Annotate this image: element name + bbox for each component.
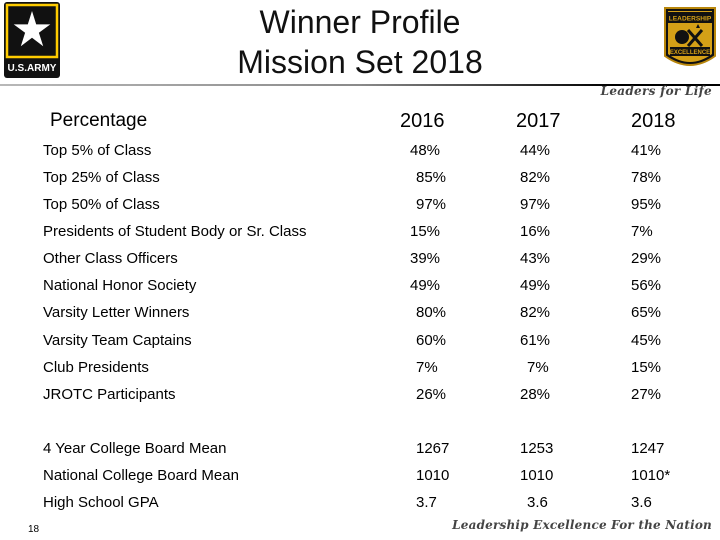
cell-2016: 26% — [416, 386, 447, 403]
row-label: Top 25% of Class — [43, 169, 160, 186]
cell-2016: 49% — [410, 277, 441, 294]
cell-2017: 97% — [520, 196, 551, 213]
cell-2018: 1010* — [631, 467, 671, 484]
cell-2018: 56% — [631, 277, 662, 294]
cell-2017: 16% — [520, 223, 551, 240]
row-label: Presidents of Student Body or Sr. Class — [43, 223, 307, 240]
cell-2018: 3.6 — [631, 494, 652, 511]
rotc-logo-bottom-text: EXCELLENCE — [670, 50, 710, 56]
cell-2017: 1010 — [520, 467, 554, 484]
column-header-2018: 2018 — [631, 110, 676, 132]
cell-2018: 1247 — [631, 440, 665, 457]
table-row: 4 Year College Board Mean 1267 1253 1247 — [0, 440, 720, 462]
footer-tagline: Leadership Excellence For the Nation — [452, 518, 712, 532]
row-label: Varsity Team Captains — [43, 332, 192, 349]
row-label: Other Class Officers — [43, 250, 178, 267]
cell-2018: 95% — [631, 196, 662, 213]
cell-2017: 44% — [520, 142, 551, 159]
cell-2018: 41% — [631, 142, 662, 159]
cell-2018: 45% — [631, 332, 662, 349]
table-row: Top 25% of Class 85% 82% 78% — [0, 169, 720, 191]
cell-2017: 3.6 — [527, 494, 548, 511]
cell-2018: 27% — [631, 386, 662, 403]
cell-2017: 7% — [527, 359, 549, 376]
cell-2018: 15% — [631, 359, 662, 376]
table-row: Club Presidents 7% 7% 15% — [0, 359, 720, 381]
cell-2018: 65% — [631, 304, 662, 321]
row-label: High School GPA — [43, 494, 159, 511]
table-row: National College Board Mean 1010 1010 10… — [0, 467, 720, 489]
rotc-logo-top-text: LEADERSHIP — [669, 16, 712, 23]
cell-2017: 82% — [520, 304, 551, 321]
table-row: Varsity Team Captains 60% 61% 45% — [0, 332, 720, 354]
table-row: High School GPA 3.7 3.6 3.6 — [0, 494, 720, 516]
column-header-2016: 2016 — [400, 110, 445, 132]
cell-2017: 43% — [520, 250, 551, 267]
army-logo-text: U.S.ARMY — [8, 63, 57, 74]
cell-2016: 85% — [416, 169, 447, 186]
cell-2017: 1253 — [520, 440, 554, 457]
table-row: Other Class Officers 39% 43% 29% — [0, 250, 720, 272]
cell-2016: 1267 — [416, 440, 450, 457]
row-label: Top 50% of Class — [43, 196, 160, 213]
cell-2018: 29% — [631, 250, 662, 267]
table-row: Varsity Letter Winners 80% 82% 65% — [0, 304, 720, 326]
row-label: Top 5% of Class — [43, 142, 152, 159]
cell-2016: 3.7 — [416, 494, 437, 511]
table-row: Presidents of Student Body or Sr. Class … — [0, 223, 720, 245]
cell-2018: 78% — [631, 169, 662, 186]
row-label: Varsity Letter Winners — [43, 304, 190, 321]
cell-2016: 39% — [410, 250, 441, 267]
cell-2016: 7% — [416, 359, 438, 376]
table-row: Top 50% of Class 97% 97% 95% — [0, 196, 720, 218]
cell-2017: 82% — [520, 169, 551, 186]
cell-2016: 1010 — [416, 467, 450, 484]
row-label: JROTC Participants — [43, 386, 176, 403]
slide-title: Winner Profile Mission Set 2018 — [140, 2, 580, 82]
row-label: National Honor Society — [43, 277, 197, 294]
title-line-1: Winner Profile — [259, 4, 461, 40]
motto: Leaders for Life — [600, 84, 712, 98]
cell-2016: 60% — [416, 332, 447, 349]
table-row: Top 5% of Class 48% 44% 41% — [0, 142, 720, 164]
cell-2018: 7% — [631, 223, 653, 240]
page-number: 18 — [28, 524, 40, 535]
rotc-leadership-excellence-logo: LEADERSHIP EXCELLENCE — [664, 7, 716, 66]
column-header-2017: 2017 — [516, 110, 561, 132]
row-label: 4 Year College Board Mean — [43, 440, 227, 457]
cell-2017: 28% — [520, 386, 551, 403]
us-army-logo: U.S.ARMY — [4, 2, 60, 78]
table-row: National Honor Society 49% 49% 56% — [0, 277, 720, 299]
table-row: JROTC Participants 26% 28% 27% — [0, 386, 720, 408]
column-header-percentage: Percentage — [50, 110, 148, 131]
cell-2016: 97% — [416, 196, 447, 213]
cell-2017: 49% — [520, 277, 551, 294]
row-label: National College Board Mean — [43, 467, 239, 484]
title-line-2: Mission Set 2018 — [237, 44, 483, 80]
cell-2016: 80% — [416, 304, 447, 321]
cell-2016: 15% — [410, 223, 441, 240]
row-label: Club Presidents — [43, 359, 149, 376]
header-divider — [0, 84, 720, 86]
cell-2017: 61% — [520, 332, 551, 349]
cell-2016: 48% — [410, 142, 441, 159]
